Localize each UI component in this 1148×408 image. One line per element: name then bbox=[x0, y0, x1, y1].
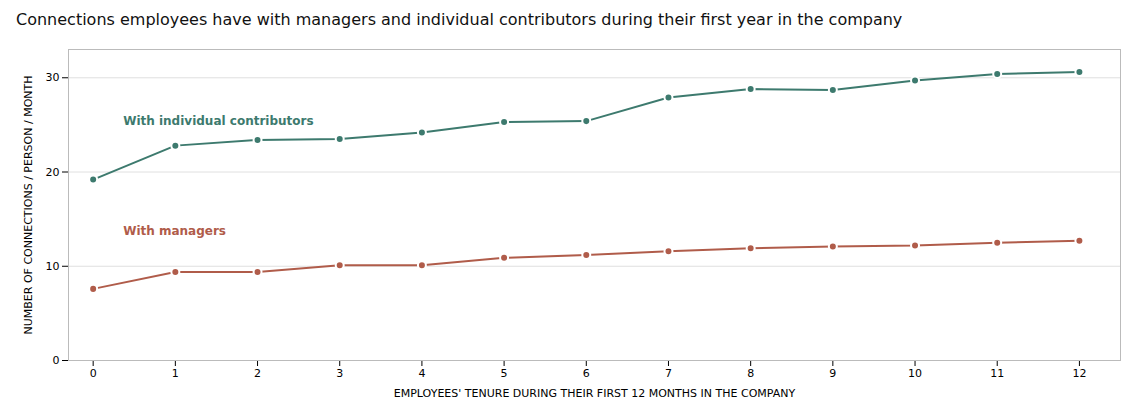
svg-text:20: 20 bbox=[46, 166, 60, 179]
svg-text:EMPLOYEES' TENURE DURING THEIR: EMPLOYEES' TENURE DURING THEIR FIRST 12 … bbox=[394, 387, 796, 400]
svg-text:2: 2 bbox=[254, 367, 261, 380]
svg-text:11: 11 bbox=[990, 367, 1004, 380]
svg-text:1: 1 bbox=[172, 367, 179, 380]
svg-text:10: 10 bbox=[908, 367, 922, 380]
svg-text:0: 0 bbox=[53, 354, 60, 367]
svg-text:3: 3 bbox=[336, 367, 343, 380]
svg-text:With individual contributors: With individual contributors bbox=[123, 114, 313, 128]
svg-text:5: 5 bbox=[501, 367, 508, 380]
svg-text:4: 4 bbox=[418, 367, 425, 380]
svg-text:10: 10 bbox=[46, 260, 60, 273]
svg-text:0: 0 bbox=[90, 367, 97, 380]
svg-text:With managers: With managers bbox=[123, 224, 226, 238]
svg-text:9: 9 bbox=[829, 367, 836, 380]
svg-text:30: 30 bbox=[46, 71, 60, 84]
svg-text:7: 7 bbox=[665, 367, 672, 380]
html-text:Connections employees have wit: Connections employees have with managers… bbox=[16, 10, 903, 29]
svg-text:NUMBER OF CONNECTIONS / PERSON: NUMBER OF CONNECTIONS / PERSON / MONTH bbox=[22, 75, 35, 334]
svg-text:12: 12 bbox=[1072, 367, 1086, 380]
svg-text:6: 6 bbox=[583, 367, 590, 380]
svg-text:8: 8 bbox=[747, 367, 754, 380]
